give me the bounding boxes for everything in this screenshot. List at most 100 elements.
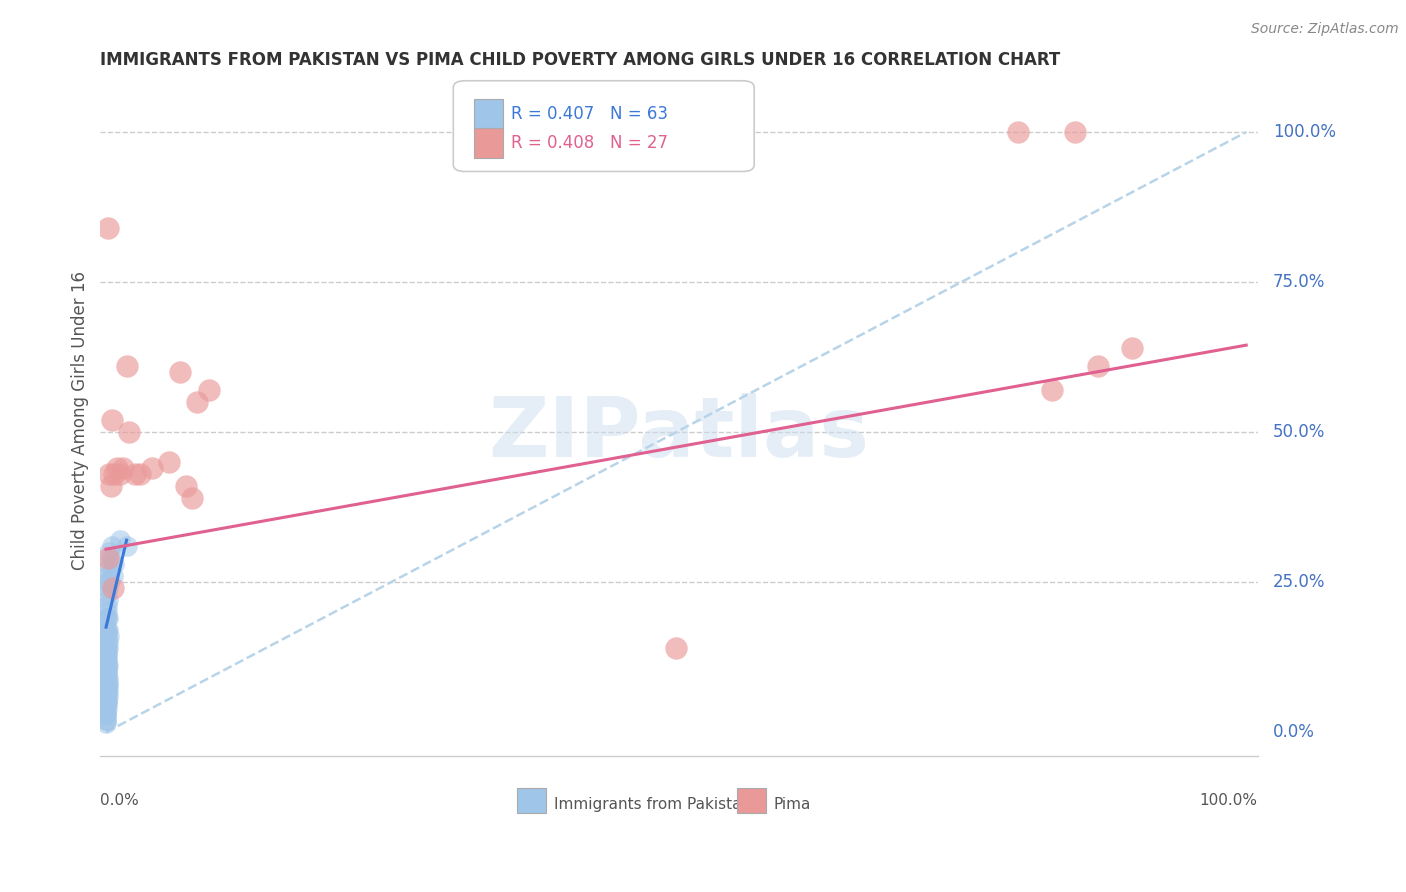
Point bbox=[97, 689, 120, 703]
Point bbox=[97, 569, 120, 583]
Point bbox=[1121, 341, 1143, 355]
Point bbox=[96, 575, 118, 590]
Point bbox=[96, 695, 118, 709]
Point bbox=[96, 587, 118, 601]
Point bbox=[97, 593, 120, 607]
Text: 100.0%: 100.0% bbox=[1199, 793, 1257, 808]
Text: 25.0%: 25.0% bbox=[1272, 574, 1324, 591]
Point bbox=[124, 467, 146, 482]
Point bbox=[96, 677, 118, 691]
Point bbox=[180, 491, 202, 505]
Point bbox=[96, 605, 118, 619]
Point bbox=[157, 455, 180, 469]
FancyBboxPatch shape bbox=[737, 788, 766, 814]
Point bbox=[1064, 125, 1087, 139]
Point bbox=[96, 629, 118, 643]
Text: R = 0.408   N = 27: R = 0.408 N = 27 bbox=[512, 134, 668, 152]
Point bbox=[97, 629, 120, 643]
Point bbox=[96, 653, 118, 667]
Text: R = 0.407   N = 63: R = 0.407 N = 63 bbox=[512, 105, 668, 123]
Point bbox=[96, 647, 118, 661]
Point bbox=[97, 221, 120, 235]
FancyBboxPatch shape bbox=[453, 81, 754, 171]
Point bbox=[112, 461, 135, 475]
Point bbox=[115, 539, 138, 553]
Point bbox=[96, 659, 118, 673]
Text: ZIPatlas: ZIPatlas bbox=[488, 393, 869, 474]
Point bbox=[97, 623, 120, 637]
Point bbox=[96, 623, 118, 637]
Point bbox=[96, 695, 118, 709]
Point bbox=[97, 683, 120, 698]
Point bbox=[97, 671, 120, 685]
Point bbox=[97, 557, 120, 571]
Point bbox=[96, 653, 118, 667]
Point bbox=[103, 557, 125, 571]
Point bbox=[97, 581, 120, 595]
Text: 75.0%: 75.0% bbox=[1272, 273, 1324, 291]
Point bbox=[197, 383, 219, 397]
Point bbox=[129, 467, 152, 482]
Point bbox=[96, 659, 118, 673]
Text: IMMIGRANTS FROM PAKISTAN VS PIMA CHILD POVERTY AMONG GIRLS UNDER 16 CORRELATION : IMMIGRANTS FROM PAKISTAN VS PIMA CHILD P… bbox=[100, 51, 1060, 69]
Point bbox=[665, 641, 688, 656]
Point bbox=[118, 425, 141, 439]
Text: 100.0%: 100.0% bbox=[1272, 123, 1336, 141]
Point bbox=[96, 647, 118, 661]
Point bbox=[98, 545, 121, 559]
Point bbox=[103, 467, 125, 482]
Point bbox=[1040, 383, 1063, 397]
Text: 0.0%: 0.0% bbox=[1272, 723, 1315, 741]
FancyBboxPatch shape bbox=[474, 128, 503, 158]
Point bbox=[96, 623, 118, 637]
Point bbox=[97, 551, 120, 566]
Point bbox=[1007, 125, 1029, 139]
Point bbox=[97, 563, 120, 577]
FancyBboxPatch shape bbox=[517, 788, 546, 814]
Point bbox=[108, 533, 131, 548]
Point bbox=[96, 611, 118, 625]
FancyBboxPatch shape bbox=[474, 99, 503, 129]
Text: 0.0%: 0.0% bbox=[100, 793, 139, 808]
Point bbox=[96, 665, 118, 680]
Y-axis label: Child Poverty Among Girls Under 16: Child Poverty Among Girls Under 16 bbox=[72, 270, 89, 570]
Point bbox=[101, 569, 124, 583]
Text: 50.0%: 50.0% bbox=[1272, 423, 1324, 442]
Point bbox=[96, 707, 118, 722]
Point bbox=[96, 641, 118, 656]
Point bbox=[96, 641, 118, 656]
Point bbox=[100, 413, 122, 427]
Point bbox=[97, 641, 120, 656]
Point bbox=[100, 551, 122, 566]
Point bbox=[96, 701, 118, 715]
Point bbox=[96, 695, 118, 709]
Text: Immigrants from Pakistan: Immigrants from Pakistan bbox=[554, 797, 751, 812]
Point bbox=[96, 671, 118, 685]
Point bbox=[98, 467, 121, 482]
Point bbox=[96, 635, 118, 649]
Point bbox=[96, 713, 118, 727]
Point bbox=[96, 677, 118, 691]
Point bbox=[96, 713, 118, 727]
Point bbox=[96, 653, 118, 667]
Point bbox=[96, 665, 118, 680]
Point bbox=[97, 611, 120, 625]
Point bbox=[141, 461, 163, 475]
Point bbox=[97, 635, 120, 649]
Point bbox=[96, 707, 118, 722]
Point bbox=[96, 599, 118, 614]
Point bbox=[96, 611, 118, 625]
Point bbox=[96, 716, 118, 731]
Point bbox=[100, 479, 122, 493]
Point bbox=[97, 659, 120, 673]
Point bbox=[107, 461, 129, 475]
Point bbox=[174, 479, 197, 493]
Point bbox=[96, 683, 118, 698]
Point bbox=[100, 539, 122, 553]
Point bbox=[96, 701, 118, 715]
Point bbox=[169, 365, 191, 379]
Text: Source: ZipAtlas.com: Source: ZipAtlas.com bbox=[1251, 22, 1399, 37]
Point bbox=[96, 695, 118, 709]
Text: Pima: Pima bbox=[773, 797, 811, 812]
Point bbox=[96, 683, 118, 698]
